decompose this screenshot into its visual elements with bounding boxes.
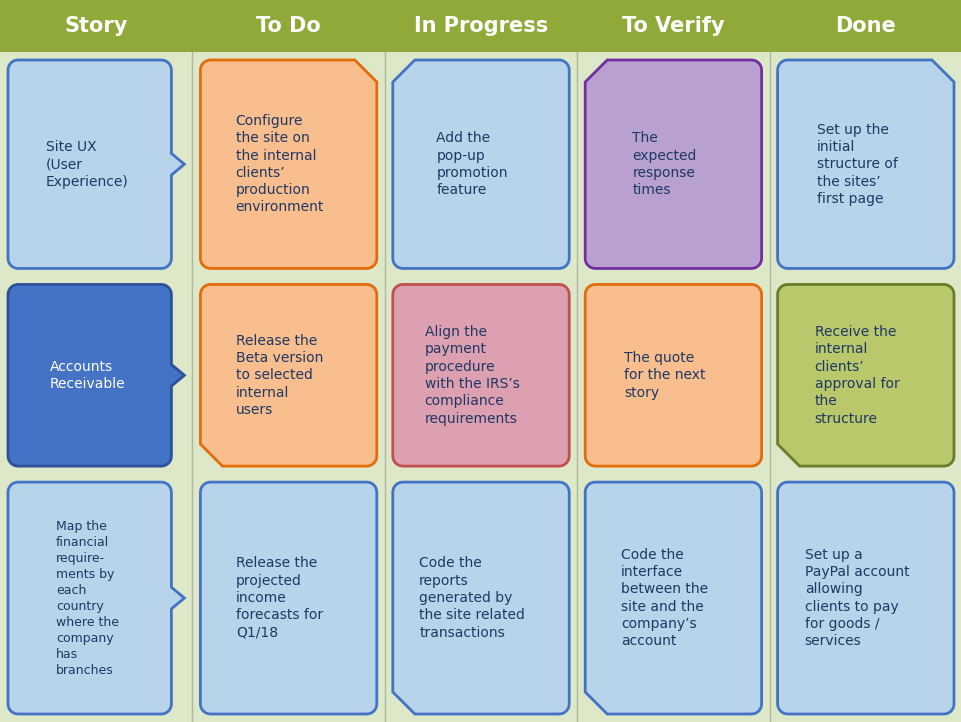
Text: Add the
pop-up
promotion
feature: Add the pop-up promotion feature: [436, 131, 507, 197]
Text: Site UX
(User
Experience): Site UX (User Experience): [46, 140, 129, 188]
Polygon shape: [8, 60, 185, 269]
Text: Story: Story: [64, 16, 128, 36]
Text: To Do: To Do: [256, 16, 321, 36]
Polygon shape: [200, 482, 377, 714]
Polygon shape: [392, 284, 569, 466]
Text: In Progress: In Progress: [413, 16, 548, 36]
Bar: [384, 0, 577, 52]
Text: Map the
financial
require-
ments by
each
country
where the
company
has
branches: Map the financial require- ments by each…: [56, 520, 119, 677]
Polygon shape: [200, 284, 377, 466]
Polygon shape: [584, 60, 761, 269]
Text: The
expected
response
times: The expected response times: [631, 131, 696, 197]
Polygon shape: [584, 284, 761, 466]
Text: To Verify: To Verify: [622, 16, 724, 36]
Text: Release the
Beta version
to selected
internal
users: Release the Beta version to selected int…: [235, 334, 323, 417]
Text: Accounts
Receivable: Accounts Receivable: [50, 360, 125, 391]
Polygon shape: [200, 60, 377, 269]
Bar: [769, 0, 961, 52]
Text: Set up the
initial
structure of
the sites’
first page: Set up the initial structure of the site…: [816, 123, 897, 206]
Polygon shape: [776, 482, 953, 714]
Text: The quote
for the next
story: The quote for the next story: [623, 351, 704, 399]
Text: Set up a
PayPal account
allowing
clients to pay
for goods /
services: Set up a PayPal account allowing clients…: [803, 548, 908, 648]
Text: Code the
reports
generated by
the site related
transactions: Code the reports generated by the site r…: [419, 557, 525, 640]
Text: Receive the
internal
clients’
approval for
the
structure: Receive the internal clients’ approval f…: [814, 325, 899, 425]
Polygon shape: [8, 482, 185, 714]
Text: Done: Done: [834, 16, 896, 36]
Polygon shape: [776, 284, 953, 466]
Polygon shape: [392, 482, 569, 714]
Polygon shape: [392, 60, 569, 269]
Text: Code the
interface
between the
site and the
company’s
account: Code the interface between the site and …: [621, 548, 707, 648]
Text: Align the
payment
procedure
with the IRS’s
compliance
requirements: Align the payment procedure with the IRS…: [425, 325, 519, 425]
Polygon shape: [776, 60, 953, 269]
Bar: [192, 0, 384, 52]
Bar: [0, 0, 192, 52]
Polygon shape: [584, 482, 761, 714]
Text: Release the
projected
income
forecasts for
Q1/18: Release the projected income forecasts f…: [236, 557, 323, 640]
Text: Configure
the site on
the internal
clients’
production
environment: Configure the site on the internal clien…: [235, 114, 324, 214]
Polygon shape: [8, 284, 185, 466]
Bar: [577, 0, 769, 52]
